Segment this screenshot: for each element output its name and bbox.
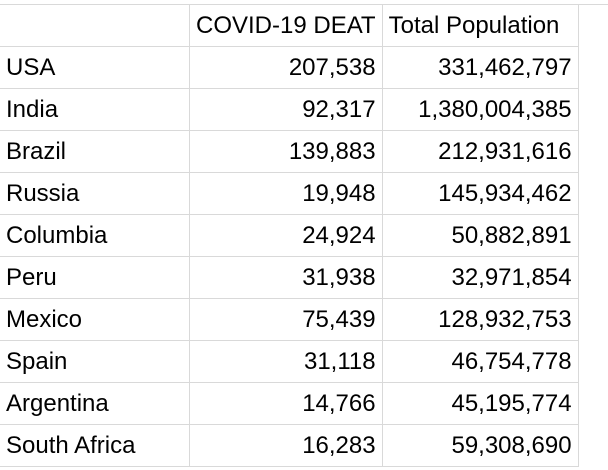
table-row: Brazil 139,883 212,931,616 xyxy=(0,130,579,173)
cell-population[interactable]: 145,934,462 xyxy=(381,172,579,215)
cell-country[interactable]: USA xyxy=(0,46,190,89)
cell-deaths[interactable]: 75,439 xyxy=(189,298,383,341)
cell-country[interactable]: Mexico xyxy=(0,298,190,341)
cell-deaths[interactable]: 31,938 xyxy=(189,256,383,299)
table-row: Mexico 75,439 128,932,753 xyxy=(0,298,579,341)
cell-population[interactable]: 1,380,004,385 xyxy=(381,88,579,131)
cell-population[interactable]: 45,195,774 xyxy=(381,382,579,425)
cell-deaths[interactable]: 24,924 xyxy=(189,214,383,257)
table-row: Russia 19,948 145,934,462 xyxy=(0,172,579,215)
table-row: Columbia 24,924 50,882,891 xyxy=(0,214,579,257)
header-row: COVID-19 DEAT Total Population xyxy=(0,4,579,47)
cell-population[interactable]: 212,931,616 xyxy=(381,130,579,173)
cell-country[interactable]: India xyxy=(0,88,190,131)
header-cell-country[interactable] xyxy=(0,4,190,47)
cell-deaths[interactable]: 19,948 xyxy=(189,172,383,215)
cell-country[interactable]: Spain xyxy=(0,340,190,383)
cell-country[interactable]: South Africa xyxy=(0,424,190,467)
cell-population[interactable]: 32,971,854 xyxy=(381,256,579,299)
cell-population[interactable]: 46,754,778 xyxy=(381,340,579,383)
table-row: Peru 31,938 32,971,854 xyxy=(0,256,579,299)
cell-deaths[interactable]: 207,538 xyxy=(189,46,383,89)
cell-deaths[interactable]: 92,317 xyxy=(189,88,383,131)
cell-population[interactable]: 50,882,891 xyxy=(381,214,579,257)
cell-deaths[interactable]: 139,883 xyxy=(189,130,383,173)
cell-country[interactable]: Argentina xyxy=(0,382,190,425)
cell-deaths[interactable]: 14,766 xyxy=(189,382,383,425)
cell-country[interactable]: Russia xyxy=(0,172,190,215)
table-row: Argentina 14,766 45,195,774 xyxy=(0,382,579,425)
table-row: Spain 31,118 46,754,778 xyxy=(0,340,579,383)
cell-deaths[interactable]: 31,118 xyxy=(189,340,383,383)
header-cell-population[interactable]: Total Population xyxy=(381,4,579,47)
table-row: South Africa 16,283 59,308,690 xyxy=(0,424,579,467)
cell-deaths[interactable]: 16,283 xyxy=(189,424,383,467)
cell-country[interactable]: Brazil xyxy=(0,130,190,173)
cell-country[interactable]: Peru xyxy=(0,256,190,299)
header-cell-deaths[interactable]: COVID-19 DEAT xyxy=(189,4,383,47)
cell-population[interactable]: 59,308,690 xyxy=(381,424,579,467)
data-table: COVID-19 DEAT Total Population USA 207,5… xyxy=(0,4,579,467)
table-row: USA 207,538 331,462,797 xyxy=(0,46,579,89)
cell-country[interactable]: Columbia xyxy=(0,214,190,257)
cell-population[interactable]: 128,932,753 xyxy=(381,298,579,341)
table-row: India 92,317 1,380,004,385 xyxy=(0,88,579,131)
cell-population[interactable]: 331,462,797 xyxy=(381,46,579,89)
